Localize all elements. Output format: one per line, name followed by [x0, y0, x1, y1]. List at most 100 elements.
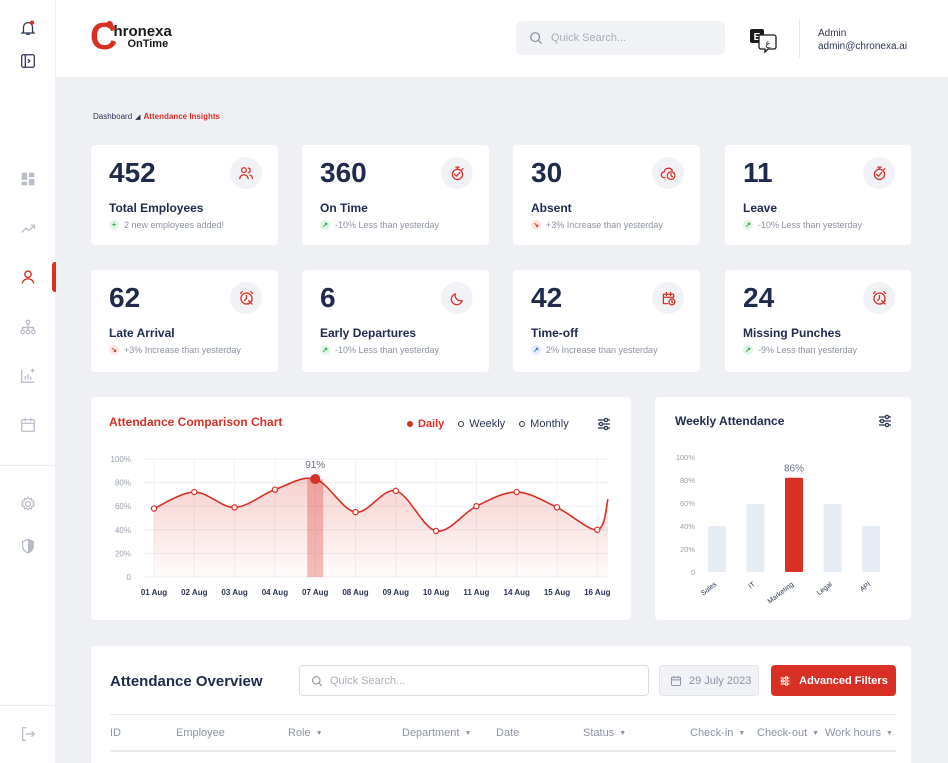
data-point[interactable]: [150, 505, 158, 512]
stat-card-early-departures[interactable]: 6 Early Departures ↗ -10% Less than yest…: [302, 270, 489, 372]
stat-trend: + 2 new employees added!: [109, 220, 224, 230]
comparison-chart: 100% 80% 60% 40% 20% 0 01 Aug 02 Aug 03 Aug 04 Au…: [111, 455, 611, 597]
period-legend: Daily Weekly Monthly: [407, 418, 569, 430]
comparison-title: Attendance Comparison Chart: [109, 415, 283, 429]
data-point-highlight[interactable]: [310, 474, 321, 485]
weekly-attendance-card: Weekly Attendance 100% 80% 60% 40% 20% 0 Sales…: [655, 397, 911, 620]
stat-card-late-arrival[interactable]: 62 Late Arrival ↘ +3% Increase than yest…: [91, 270, 278, 372]
sliders-icon[interactable]: [596, 416, 612, 432]
org-chart-icon[interactable]: [18, 317, 38, 337]
column-header-work-hours[interactable]: Work hours ▼: [825, 727, 893, 739]
header-search-input[interactable]: Quick Search...: [516, 21, 725, 55]
column-header-role[interactable]: Role ▼: [288, 727, 323, 739]
y-tick-label: 100%: [111, 455, 131, 464]
column-header-status[interactable]: Status ▼: [583, 727, 626, 739]
stat-value: 6: [320, 282, 336, 313]
calendar-icon[interactable]: [18, 415, 38, 435]
stat-label: Early Departures: [320, 326, 417, 340]
breadcrumb-dashboard[interactable]: Dashboard: [93, 112, 133, 121]
trend-green-icon: ↗: [743, 220, 753, 230]
x-tick-label: 03 Aug: [221, 588, 247, 597]
bar-legal[interactable]: [823, 504, 842, 572]
calendar-clock-icon: [652, 282, 684, 314]
breadcrumb: Dashboard ◢ Attendance Insights: [93, 112, 220, 121]
sidebar-divider: [0, 705, 56, 706]
stat-value: 360: [320, 157, 367, 188]
data-point[interactable]: [271, 486, 279, 493]
legend-daily[interactable]: Daily: [407, 418, 444, 430]
column-header-check-in[interactable]: Check-in ▼: [690, 727, 745, 739]
y-tick-label: 0: [691, 568, 695, 577]
stat-card-on-time[interactable]: 360 On Time ↗ -10% Less than yesterday: [302, 145, 489, 245]
stat-card-leave[interactable]: 11 Leave ↗ -10% Less than yesterday: [725, 145, 911, 245]
data-point[interactable]: [432, 527, 440, 535]
data-point[interactable]: [594, 526, 601, 533]
column-label: ID: [110, 727, 121, 739]
chronexa-logo[interactable]: C hronexa OnTime: [90, 16, 172, 58]
user-icon[interactable]: [18, 267, 38, 287]
column-header-date[interactable]: Date: [496, 727, 519, 739]
date-picker[interactable]: 29 July 2023: [659, 665, 759, 696]
bar-it[interactable]: [746, 504, 765, 572]
stat-subtext: -9% Less than yesterday: [758, 345, 858, 355]
column-header-employee[interactable]: Employee: [176, 727, 225, 739]
data-point[interactable]: [392, 487, 399, 495]
cloud-clock-icon: [652, 157, 684, 189]
svg-text:ع: ع: [765, 38, 771, 49]
stat-label: Total Employees: [109, 201, 204, 215]
advanced-filters-button[interactable]: Advanced Filters: [771, 665, 896, 696]
overview-search-input[interactable]: Quick Search...: [299, 665, 649, 696]
legend-weekly[interactable]: Weekly: [458, 418, 505, 430]
data-point[interactable]: [191, 488, 198, 496]
top-header: C hronexa OnTime Quick Search... E ع Adm…: [56, 0, 948, 77]
sliders-icon[interactable]: [877, 413, 893, 429]
settings-icon[interactable]: [18, 494, 38, 514]
stopwatch-icon: [863, 157, 895, 189]
trend-icon[interactable]: [18, 218, 38, 238]
area-fill: [154, 478, 608, 577]
stat-value: 30: [531, 157, 563, 188]
column-header-department[interactable]: Department ▼: [402, 727, 471, 739]
legend-monthly[interactable]: Monthly: [519, 418, 569, 430]
legend-dot: [519, 421, 526, 427]
user-name: Admin: [818, 28, 847, 39]
column-header-check-out[interactable]: Check-out ▼: [757, 727, 819, 739]
bar-marketing[interactable]: [785, 477, 803, 572]
legend-dot: [458, 421, 465, 427]
legend-label: Monthly: [530, 418, 569, 430]
data-point[interactable]: [231, 504, 238, 511]
attendance-comparison-card: Attendance Comparison Chart Daily Weekly…: [91, 397, 631, 620]
logout-icon[interactable]: [18, 724, 38, 744]
stat-card-time-off[interactable]: 42 Time-off ↗ 2% Increase than yesterday: [513, 270, 700, 372]
legend-label: Weekly: [469, 418, 506, 430]
column-header-id[interactable]: ID: [110, 727, 121, 739]
column-label: Date: [496, 727, 520, 739]
stat-subtext: 2% Increase than yesterday: [546, 345, 658, 355]
user-info[interactable]: Admin admin@chronexa.ai: [818, 27, 907, 53]
bell-icon[interactable]: [18, 18, 38, 38]
stat-card-absent[interactable]: 30 Absent ↘ +3% Increase than yesterday: [513, 145, 700, 245]
bar-sales[interactable]: [708, 526, 726, 572]
data-point[interactable]: [513, 488, 520, 496]
highlight-value-label: 86%: [784, 464, 804, 475]
shield-icon[interactable]: [18, 536, 38, 556]
stat-card-total-employees[interactable]: 452 Total Employees + 2 new employees ad…: [91, 145, 278, 245]
dashboard-icon[interactable]: [18, 169, 38, 189]
stat-subtext: -10% Less than yesterday: [335, 220, 440, 230]
column-label: Role: [288, 727, 311, 739]
language-icon[interactable]: E ع: [749, 28, 779, 54]
active-indicator: [52, 262, 56, 292]
trend-green-icon: +: [109, 220, 119, 230]
logo-mark: C: [90, 16, 118, 58]
data-point[interactable]: [553, 504, 561, 511]
x-tick-label: IT: [748, 581, 758, 591]
data-point[interactable]: [473, 502, 480, 510]
trend-red-icon: ↘: [531, 220, 541, 230]
bar-api[interactable]: [862, 526, 880, 572]
data-point[interactable]: [352, 508, 359, 516]
alarm-x-icon: [863, 282, 895, 314]
report-icon[interactable]: [18, 366, 38, 386]
panel-toggle-icon[interactable]: [18, 51, 38, 71]
stat-card-missing-punches[interactable]: 24 Missing Punches ↗ -9% Less than yeste…: [725, 270, 911, 372]
moon-icon: [441, 282, 473, 314]
